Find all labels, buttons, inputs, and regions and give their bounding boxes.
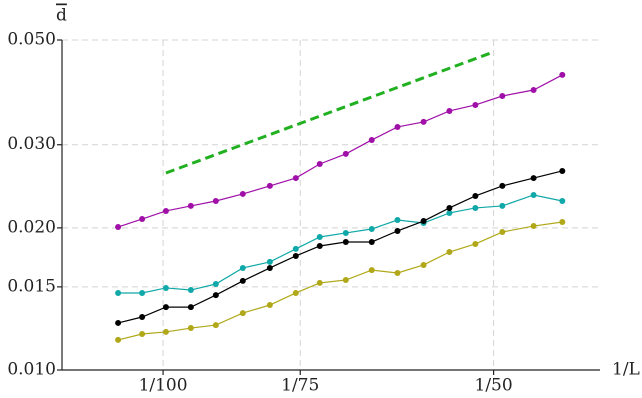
data-point [472, 101, 479, 108]
data-point [162, 207, 169, 214]
data-point [212, 281, 219, 288]
y-tick-label: 0.020 [7, 217, 56, 237]
x-axis-label: 1/L [612, 360, 640, 380]
data-point [530, 223, 537, 230]
data-point [446, 107, 453, 114]
data-point [394, 227, 401, 234]
data-point [446, 249, 453, 256]
data-point [394, 123, 401, 130]
data-point [266, 264, 273, 271]
data-point [559, 71, 566, 78]
data-point [239, 190, 246, 197]
data-point [162, 304, 169, 311]
data-point [212, 198, 219, 205]
data-point [472, 204, 479, 211]
data-point [559, 167, 566, 174]
x-tick-label: 1/75 [281, 376, 319, 396]
data-point [266, 258, 273, 265]
data-point [139, 216, 146, 223]
data-point [499, 202, 506, 209]
data-point [239, 310, 246, 317]
data-point [292, 175, 299, 182]
data-point [187, 304, 194, 311]
data-point [292, 252, 299, 259]
data-point [292, 289, 299, 296]
data-point [342, 238, 349, 245]
data-point [342, 229, 349, 236]
data-point [368, 238, 375, 245]
data-point [394, 269, 401, 276]
data-point [342, 150, 349, 157]
data-point [187, 325, 194, 332]
data-point [316, 279, 323, 286]
y-tick-label: 0.050 [7, 30, 56, 50]
data-point [368, 226, 375, 233]
data-point [162, 284, 169, 291]
data-point [115, 319, 122, 326]
data-point [420, 261, 427, 268]
data-point [316, 233, 323, 240]
data-point [368, 267, 375, 274]
data-point [187, 287, 194, 294]
data-point [239, 264, 246, 271]
data-point [212, 292, 219, 299]
data-point [292, 245, 299, 252]
reference-line [165, 50, 495, 175]
series-line [117, 74, 563, 228]
series-line [118, 194, 563, 294]
data-point [266, 302, 273, 309]
data-point [316, 161, 323, 168]
data-point [446, 209, 453, 216]
data-point [139, 313, 146, 320]
data-point [115, 289, 122, 296]
series-line [117, 170, 563, 324]
data-point [472, 240, 479, 247]
data-point [499, 93, 506, 100]
data-point [139, 330, 146, 337]
data-point [420, 218, 427, 225]
series-line [117, 221, 563, 341]
data-point [316, 242, 323, 249]
data-point [139, 289, 146, 296]
data-point [394, 217, 401, 224]
data-point [115, 223, 122, 230]
y-tick-label: 0.015 [7, 276, 56, 296]
data-point [212, 322, 219, 329]
data-point [472, 192, 479, 199]
data-point [446, 204, 453, 211]
data-point [530, 87, 537, 94]
data-point [266, 182, 273, 189]
data-point [420, 118, 427, 125]
data-point [115, 336, 122, 343]
x-tick-label: 1/50 [475, 376, 513, 396]
data-point [559, 219, 566, 226]
data-point [239, 277, 246, 284]
x-tick-label: 1/100 [139, 376, 188, 396]
data-point [499, 229, 506, 236]
y-axis-label: d [56, 6, 67, 26]
data-point [368, 136, 375, 143]
y-tick-label: 0.010 [7, 360, 56, 380]
data-point [559, 198, 566, 205]
data-point [530, 191, 537, 198]
data-point [342, 277, 349, 284]
data-point [162, 328, 169, 335]
data-point [187, 202, 194, 209]
data-point [499, 182, 506, 189]
y-tick-label: 0.030 [7, 134, 56, 154]
data-point [530, 175, 537, 182]
